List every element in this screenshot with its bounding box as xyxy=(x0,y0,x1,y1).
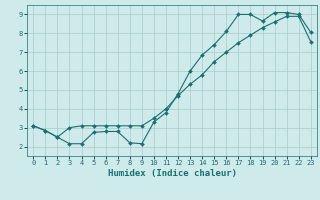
X-axis label: Humidex (Indice chaleur): Humidex (Indice chaleur) xyxy=(108,169,236,178)
